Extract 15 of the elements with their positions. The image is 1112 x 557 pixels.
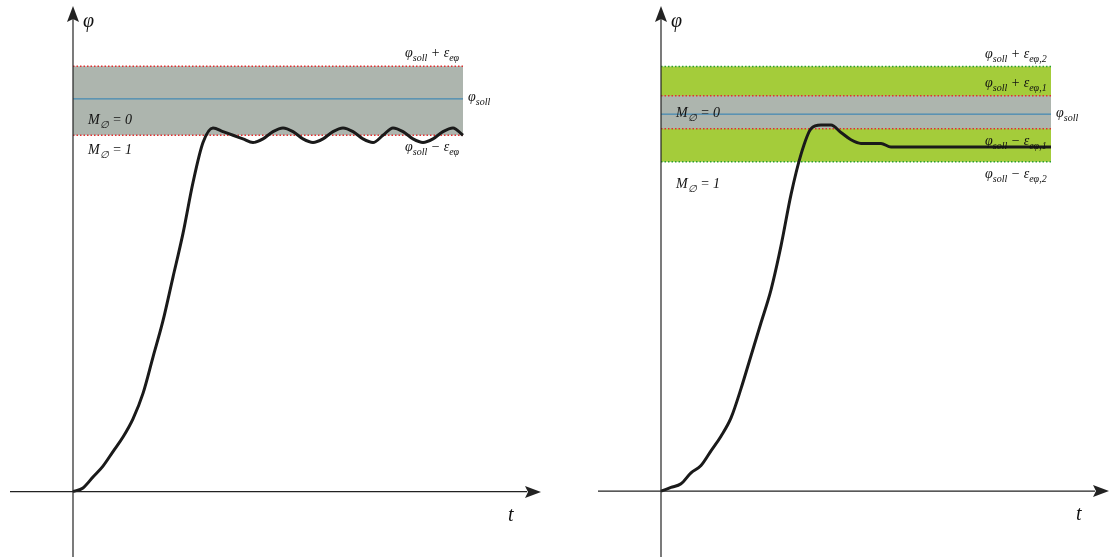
ref-line-label: φ$_{soll}$ + ε$_{eφ}$	[405, 45, 460, 63]
ref-line-label: φ$_{soll}$	[1056, 104, 1079, 123]
ref-line-label: φ$_{soll}$ + ε$_{eφ,1}$	[985, 74, 1047, 93]
annotation: M$_{∅}$ = 0	[88, 111, 133, 130]
y-axis-title: φ	[83, 9, 95, 31]
ref-line-label: φ$_{soll}$ + ε$_{eφ,2}$	[985, 45, 1047, 64]
x-axis-title: t	[1076, 502, 1082, 525]
annotation: M$_{∅}$ = 1	[676, 176, 721, 195]
ref-line-label: φ$_{soll}$ − ε$_{eφ,2}$	[985, 165, 1047, 184]
annotation: M$_{∅}$ = 1	[88, 141, 133, 160]
ref-line-label: φ$_{soll}$ − ε$_{eφ}$	[405, 139, 460, 158]
text: M$_{∅}$ = 0	[676, 105, 721, 124]
x-axis-title: t	[508, 502, 514, 525]
ref-line-label: φ$_{soll}$	[468, 89, 491, 108]
y-axis-title: φ	[671, 9, 683, 31]
